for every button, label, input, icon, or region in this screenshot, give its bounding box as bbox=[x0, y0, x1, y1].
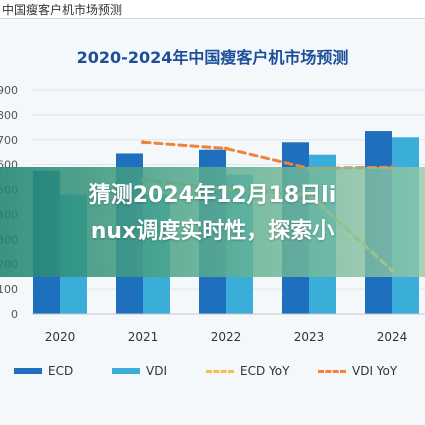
point-vdi-yoy bbox=[141, 140, 145, 145]
point-vdi-yoy bbox=[224, 146, 228, 151]
chart-title: 2020-2024年中国瘦客户机市场预测 bbox=[76, 48, 349, 67]
banner-overlay: 猜测2024年12月18日li nux调度实时性，探索小 bbox=[0, 167, 425, 277]
legend-item-vdi-yoy: VDI YoY bbox=[318, 360, 397, 382]
y-tick-label: 700 bbox=[0, 134, 18, 147]
y-tick-label: 100 bbox=[0, 283, 18, 296]
x-tick-label: 2022 bbox=[211, 330, 242, 344]
legend-swatch-vdi-yoy bbox=[318, 369, 346, 373]
x-tick-label: 2020 bbox=[45, 330, 76, 344]
legend-swatch-ecd bbox=[14, 368, 42, 374]
overlay-line-1: 猜测2024年12月18日li bbox=[88, 183, 337, 208]
y-tick-label: 0 bbox=[11, 308, 18, 321]
legend-swatch-ecd-yoy bbox=[206, 369, 234, 373]
chart-legend: ECD VDI ECD YoY VDI YoY bbox=[0, 360, 425, 382]
legend-item-ecd-yoy: ECD YoY bbox=[206, 360, 289, 382]
x-tick-label: 2023 bbox=[294, 330, 325, 344]
x-tick-label: 2021 bbox=[128, 330, 159, 344]
legend-swatch-vdi bbox=[112, 368, 140, 374]
header-text: 中国瘦客户机市场预测 bbox=[2, 3, 123, 17]
legend-item-vdi: VDI bbox=[112, 360, 167, 382]
y-tick-label: 900 bbox=[0, 84, 18, 97]
y-tick-label: 800 bbox=[0, 109, 18, 122]
page-header: 中国瘦客户机市场预测 bbox=[0, 0, 425, 19]
legend-label-vdi-yoy: VDI YoY bbox=[352, 364, 398, 378]
legend-label-ecd: ECD bbox=[48, 364, 74, 378]
legend-item-ecd: ECD bbox=[14, 360, 73, 382]
legend-label-ecd-yoy: ECD YoY bbox=[240, 364, 290, 378]
x-tick-label: 2024 bbox=[377, 330, 408, 344]
overlay-line-2: nux调度实时性，探索小 bbox=[90, 219, 335, 244]
legend-label-vdi: VDI bbox=[146, 364, 167, 378]
